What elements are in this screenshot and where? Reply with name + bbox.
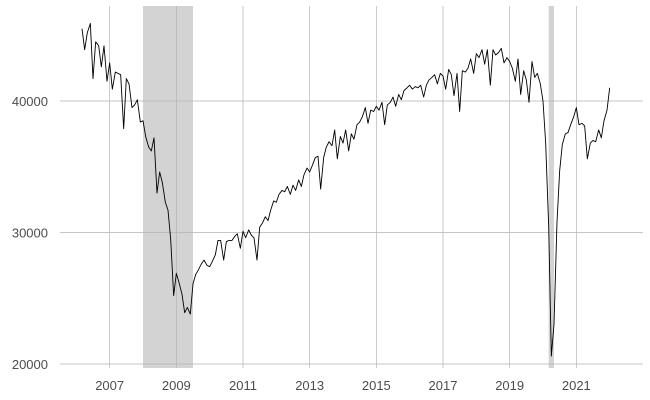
x-axis-ticks: 2007 2009 2011 2013 2015 2017 2019 2021	[95, 378, 591, 393]
y-tick-label-20000: 20000	[12, 357, 48, 372]
recession-band-2	[548, 6, 554, 368]
series-line-1	[81, 22, 611, 357]
y-tick-label-30000: 30000	[12, 226, 48, 241]
y-tick-label-40000: 40000	[12, 94, 48, 109]
x-tick-label-2021: 2021	[562, 378, 591, 393]
y-axis-ticks: 20000 30000 40000	[12, 94, 48, 372]
x-tick-label-2015: 2015	[362, 378, 391, 393]
x-tick-label-2017: 2017	[429, 378, 458, 393]
series-layer	[81, 22, 611, 357]
x-tick-label-2019: 2019	[495, 378, 524, 393]
recession-bands	[143, 6, 554, 368]
x-tick-label-2007: 2007	[95, 378, 124, 393]
recession-band-1	[143, 6, 193, 368]
gridlines	[60, 6, 643, 368]
x-tick-label-2011: 2011	[229, 378, 257, 393]
x-tick-label-2013: 2013	[295, 378, 324, 393]
x-tick-label-2009: 2009	[162, 378, 191, 393]
